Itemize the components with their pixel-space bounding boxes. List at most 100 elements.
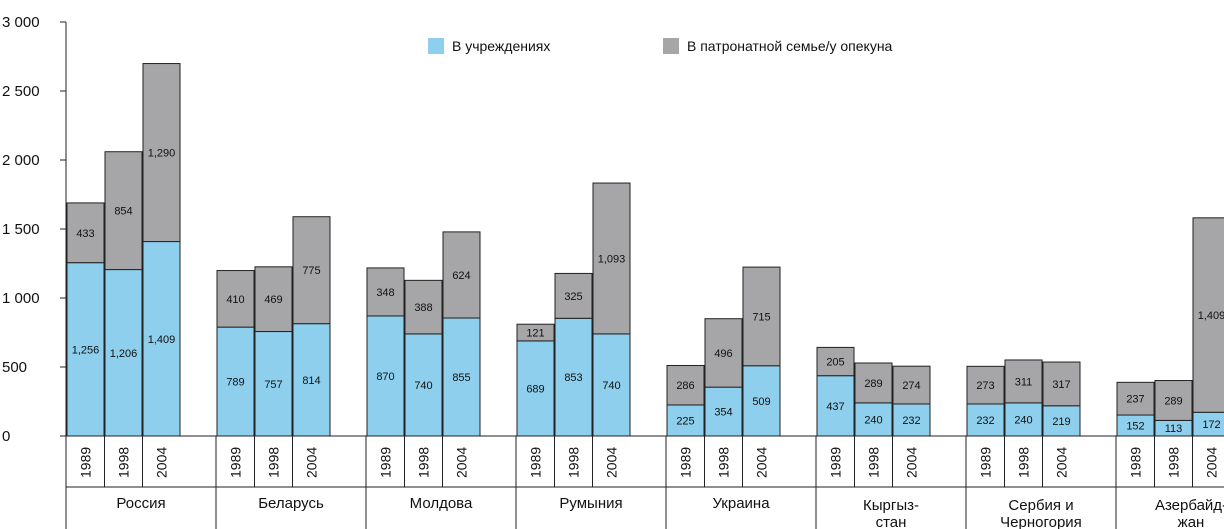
data-label-institution: 152 bbox=[1126, 421, 1144, 433]
bar-segment-foster-family bbox=[1004, 359, 1043, 404]
bar-segment-foster-family bbox=[442, 231, 481, 319]
bar-segment-foster-family bbox=[142, 63, 181, 243]
data-label-foster-family: 624 bbox=[452, 270, 470, 282]
bar-segment-institution bbox=[816, 375, 855, 437]
x-axis-labels: 1989 1998 2004 Россия 1989 1998 2004 Беларусь 19… bbox=[66, 436, 1224, 529]
legend-label-institution: В учреждениях bbox=[452, 38, 550, 54]
bar-segment-foster-family bbox=[1192, 217, 1224, 413]
data-label-foster-family: 1,290 bbox=[148, 148, 176, 160]
data-label-institution: 853 bbox=[564, 372, 582, 384]
data-label-institution: 437 bbox=[826, 401, 844, 413]
x-country-label: Россия bbox=[116, 495, 165, 512]
y-tick-label: 3 000 bbox=[2, 14, 40, 31]
bar-segment-foster-family bbox=[516, 323, 555, 342]
x-year-label: 1989 bbox=[228, 447, 244, 478]
bar-segment-institution bbox=[554, 317, 593, 437]
data-label-foster-family: 388 bbox=[414, 302, 432, 314]
data-label-foster-family: 433 bbox=[76, 228, 94, 240]
x-year-label: 1989 bbox=[528, 447, 544, 478]
bar-segment-foster-family bbox=[366, 267, 405, 317]
x-year-label: 2004 bbox=[454, 447, 470, 478]
bar-segment-foster-family bbox=[966, 365, 1005, 405]
bar-segment-institution bbox=[854, 402, 893, 437]
x-year-label: 2004 bbox=[1054, 447, 1070, 478]
bar-segment-foster-family bbox=[854, 362, 893, 404]
data-label-institution: 855 bbox=[452, 372, 470, 384]
bar-segment-institution bbox=[66, 262, 105, 437]
bar-segment-institution bbox=[292, 323, 331, 437]
bar-segment-foster-family bbox=[254, 266, 293, 333]
y-tick-label: 1 500 bbox=[2, 221, 40, 238]
bar-segment-foster-family bbox=[704, 318, 743, 388]
data-label-foster-family: 496 bbox=[714, 348, 732, 360]
bar-segment-foster-family bbox=[742, 266, 781, 367]
x-year-label: 1989 bbox=[678, 447, 694, 478]
x-year-label: 1998 bbox=[566, 447, 582, 478]
x-year-label: 1998 bbox=[266, 447, 282, 478]
data-label-institution: 740 bbox=[414, 380, 432, 392]
data-label-foster-family: 237 bbox=[1126, 394, 1144, 406]
bar-segment-institution bbox=[592, 333, 631, 437]
data-label-foster-family: 274 bbox=[902, 380, 920, 392]
data-label-institution: 232 bbox=[902, 415, 920, 427]
x-year-label: 2004 bbox=[754, 447, 770, 478]
bar-segment-institution bbox=[104, 269, 143, 437]
x-year-label: 2004 bbox=[604, 447, 620, 478]
data-label-institution: 814 bbox=[302, 375, 320, 387]
x-country-label: стан bbox=[876, 514, 907, 529]
x-year-label: 1998 bbox=[1166, 447, 1182, 478]
x-year-label: 1998 bbox=[416, 447, 432, 478]
x-year-label: 1989 bbox=[1128, 447, 1144, 478]
x-country-label: Украина bbox=[712, 495, 770, 512]
data-label-foster-family: 410 bbox=[226, 294, 244, 306]
data-label-institution: 172 bbox=[1202, 419, 1220, 431]
y-tick-label: 500 bbox=[2, 359, 27, 376]
data-label-foster-family: 121 bbox=[526, 328, 544, 340]
legend-swatch-foster-family bbox=[663, 38, 679, 54]
bar-segment-foster-family bbox=[216, 270, 255, 328]
data-label-foster-family: 325 bbox=[564, 291, 582, 303]
x-year-label: 1998 bbox=[866, 447, 882, 478]
data-label-institution: 354 bbox=[714, 407, 732, 419]
data-label-institution: 219 bbox=[1052, 416, 1070, 428]
bars bbox=[66, 63, 1224, 437]
data-label-foster-family: 317 bbox=[1052, 379, 1070, 391]
bar-segment-institution bbox=[216, 326, 255, 437]
data-label-institution: 757 bbox=[264, 379, 282, 391]
x-country-label: Азербайд- bbox=[1155, 497, 1224, 514]
data-label-foster-family: 348 bbox=[376, 287, 394, 299]
x-country-label: Сербия и bbox=[1008, 497, 1073, 514]
x-year-label: 2004 bbox=[304, 447, 320, 478]
bar-segment-foster-family bbox=[592, 182, 631, 335]
bar-segment-foster-family bbox=[816, 346, 855, 377]
data-label-foster-family: 286 bbox=[676, 380, 694, 392]
x-year-label: 2004 bbox=[904, 447, 920, 478]
bar-segment-institution bbox=[442, 317, 481, 437]
data-label-institution: 509 bbox=[752, 396, 770, 408]
data-label-foster-family: 1,093 bbox=[598, 253, 626, 265]
y-tick-label: 0 bbox=[2, 428, 10, 445]
bar-segment-institution bbox=[704, 386, 743, 437]
data-label-institution: 240 bbox=[864, 414, 882, 426]
legend-label-foster-family: В патронатной семье/у опекуна bbox=[687, 38, 893, 54]
bar-segment-institution bbox=[516, 340, 555, 437]
bar-segment-institution bbox=[742, 365, 781, 437]
x-country-label: Беларусь bbox=[258, 495, 324, 512]
data-label-institution: 1,256 bbox=[72, 344, 100, 356]
x-year-label: 1989 bbox=[828, 447, 844, 478]
bar-segment-foster-family bbox=[892, 365, 931, 405]
x-country-label: Черногория bbox=[1000, 514, 1082, 529]
data-label-foster-family: 775 bbox=[302, 265, 320, 277]
x-country-label: Румыния bbox=[559, 495, 622, 512]
bar-segment-institution bbox=[666, 404, 705, 437]
y-tick-label: 1 000 bbox=[2, 290, 40, 307]
bar-segment-institution bbox=[142, 241, 181, 437]
bar-segment-institution bbox=[366, 315, 405, 437]
data-label-foster-family: 205 bbox=[826, 357, 844, 369]
x-country-label: жан bbox=[1178, 514, 1205, 529]
data-label-foster-family: 1,409 bbox=[1198, 310, 1224, 322]
x-country-label: Кыргыз- bbox=[863, 497, 919, 514]
data-label-foster-family: 289 bbox=[864, 378, 882, 390]
bar-segment-institution bbox=[404, 333, 443, 437]
